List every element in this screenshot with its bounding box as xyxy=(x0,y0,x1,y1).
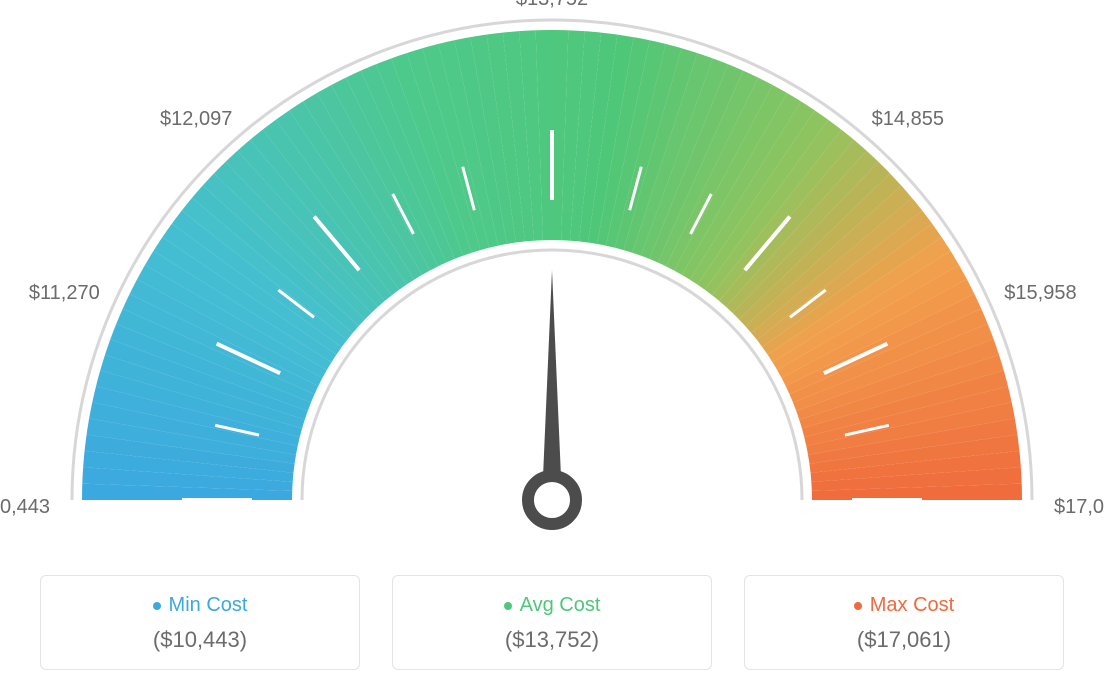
max-cost-title: Max Cost xyxy=(854,594,954,617)
gauge-area: $10,443 $11,270 $12,097 $13,752 $14,855 $15,9… xyxy=(0,0,1104,530)
min-cost-title: Min Cost xyxy=(153,594,248,617)
avg-cost-card: Avg Cost ($13,752) xyxy=(392,575,712,670)
gauge-tick-label: $17,061 xyxy=(1054,496,1104,519)
gauge-chart-container: $10,443 $11,270 $12,097 $13,752 $14,855 $15,9… xyxy=(0,0,1104,690)
avg-cost-title-text: Avg Cost xyxy=(520,594,601,617)
min-cost-title-text: Min Cost xyxy=(169,594,248,617)
avg-cost-title: Avg Cost xyxy=(504,594,601,617)
gauge-svg xyxy=(0,0,1104,530)
gauge-tick-label: $14,855 xyxy=(872,108,944,131)
gauge-tick-label: $11,270 xyxy=(29,282,100,305)
min-cost-card: Min Cost ($10,443) xyxy=(40,575,360,670)
max-cost-title-text: Max Cost xyxy=(870,594,954,617)
avg-cost-value: ($13,752) xyxy=(403,627,701,653)
gauge-tick-label: $12,097 xyxy=(160,108,232,131)
min-cost-value: ($10,443) xyxy=(51,627,349,653)
gauge-tick-label: $10,443 xyxy=(0,496,50,519)
avg-cost-dot xyxy=(504,602,512,610)
max-cost-value: ($17,061) xyxy=(755,627,1053,653)
summary-cards: Min Cost ($10,443) Avg Cost ($13,752) Ma… xyxy=(0,575,1104,670)
min-cost-dot xyxy=(153,602,161,610)
max-cost-card: Max Cost ($17,061) xyxy=(744,575,1064,670)
gauge-tick-label: $13,752 xyxy=(516,0,588,11)
max-cost-dot xyxy=(854,602,862,610)
gauge-tick-label: $15,958 xyxy=(1004,282,1076,305)
